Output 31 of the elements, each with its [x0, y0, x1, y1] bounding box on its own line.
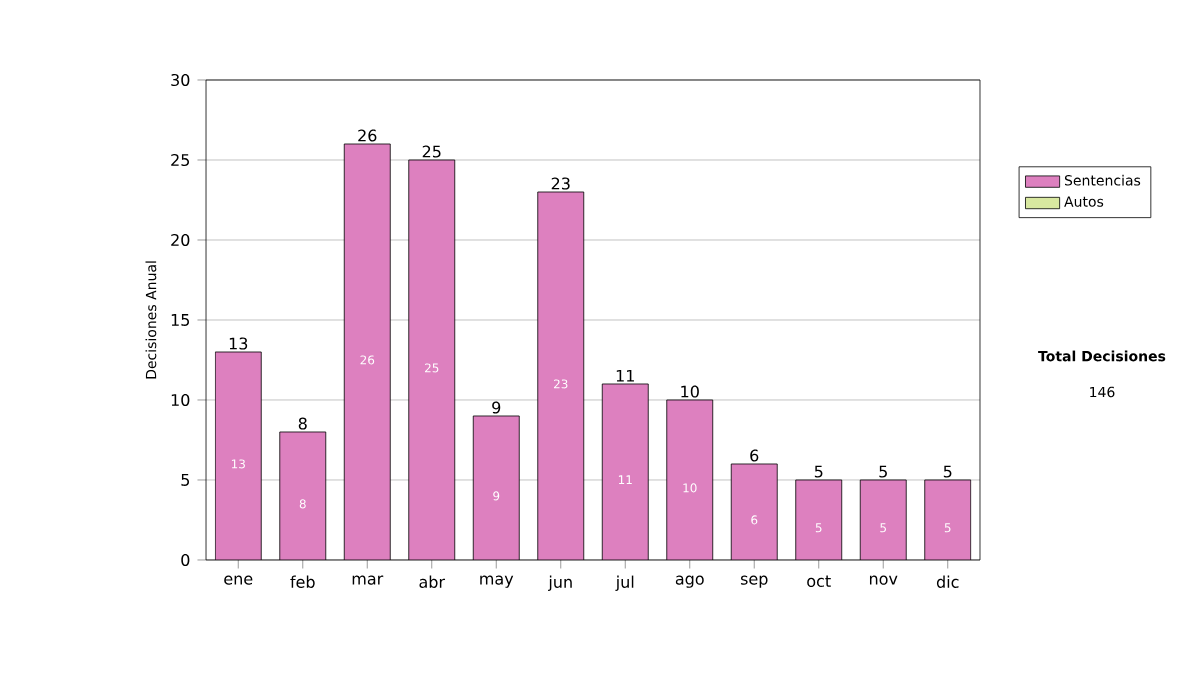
- total-label: 5: [814, 465, 823, 478]
- x-tick-label: jun: [548, 575, 572, 592]
- x-tick-label: dic: [936, 575, 959, 588]
- y-tick-label: 20: [171, 233, 190, 247]
- total-label: 25: [422, 145, 441, 158]
- y-tick-label: 15: [171, 314, 190, 326]
- total-label: 26: [358, 129, 377, 142]
- total-label: 9: [492, 401, 501, 414]
- total-label: 10: [681, 385, 699, 398]
- total-label: 11: [616, 369, 634, 382]
- y-tick-label: 0: [181, 553, 190, 567]
- x-tick-label: oct: [807, 575, 831, 588]
- total-label: 5: [943, 465, 952, 478]
- x-tick-label: nov: [869, 575, 898, 585]
- x-tick-label: ene: [224, 575, 253, 585]
- x-tick-label: jul: [615, 575, 634, 592]
- x-tick-label: mar: [352, 575, 384, 585]
- x-tick-label: may: [480, 575, 514, 588]
- total-label: 23: [551, 177, 570, 190]
- x-tick-label: sep: [740, 575, 768, 588]
- y-tick-label: 30: [171, 73, 190, 87]
- total-label: 8: [298, 417, 307, 430]
- y-tick-label: 5: [181, 474, 190, 486]
- total-label: 13: [229, 337, 248, 350]
- x-tick-label: feb: [290, 575, 315, 588]
- total-label: 5: [879, 465, 887, 478]
- total-label: 6: [750, 449, 759, 462]
- x-tick-label: ago: [675, 575, 704, 588]
- y-tick-label: 10: [171, 393, 190, 407]
- x-tick-label: abr: [419, 575, 446, 588]
- y-tick-label: 25: [171, 153, 190, 167]
